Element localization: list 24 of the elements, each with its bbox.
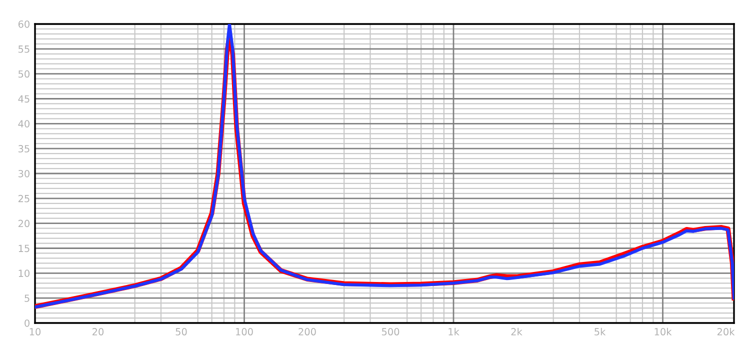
x-tick-label: 200	[298, 328, 316, 336]
x-tick-label: 500	[382, 328, 400, 336]
x-tick-label: 10k	[654, 328, 672, 336]
x-tick-label: 5k	[594, 328, 606, 336]
y-tick-label: 30	[18, 170, 30, 178]
y-tick-label: 0	[24, 319, 30, 327]
y-tick-label: 15	[18, 244, 30, 252]
x-tick-label: 20k	[717, 328, 735, 336]
y-tick-label: 40	[18, 120, 30, 128]
x-tick-label: 1k	[448, 328, 460, 336]
y-tick-label: 35	[18, 145, 30, 152]
x-tick-label: 20	[92, 328, 104, 336]
x-tick-label: 50	[176, 328, 187, 336]
y-tick-label: 60	[18, 20, 30, 28]
y-tick-label: 50	[18, 70, 30, 78]
x-tick-label: 10	[30, 328, 41, 336]
y-tick-label: 25	[18, 194, 30, 202]
x-tick-label: 2k	[511, 328, 522, 336]
y-tick-label: 55	[18, 46, 30, 53]
y-tick-label: 10	[18, 270, 30, 277]
y-tick-label: 45	[18, 95, 30, 103]
x-tick-label: 100	[236, 328, 253, 336]
y-tick-label: 20	[18, 220, 30, 228]
y-tick-label: 5	[24, 294, 30, 302]
